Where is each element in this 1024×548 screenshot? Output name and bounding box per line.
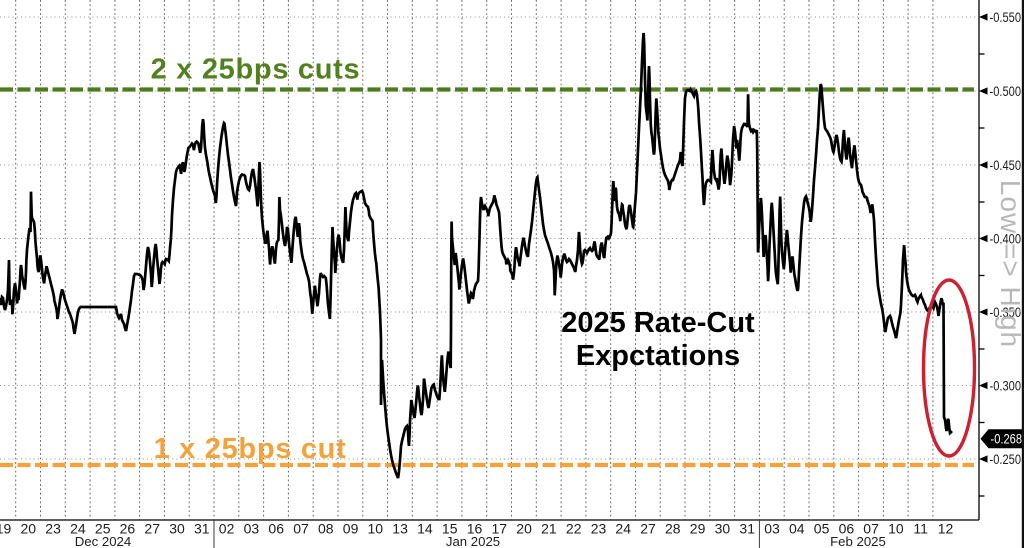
svg-text:03: 03 [764, 521, 780, 537]
svg-text:-0.400: -0.400 [990, 231, 1022, 246]
svg-text:Feb 2025: Feb 2025 [830, 534, 886, 548]
svg-text:19: 19 [0, 521, 11, 537]
svg-text:11: 11 [913, 521, 928, 537]
svg-text:17: 17 [492, 521, 508, 537]
svg-text:20: 20 [516, 521, 532, 537]
svg-text:08: 08 [318, 521, 334, 537]
svg-text:20: 20 [21, 521, 37, 537]
svg-text:12: 12 [938, 521, 954, 537]
svg-text:-0.250: -0.250 [990, 452, 1022, 467]
svg-text:31: 31 [739, 521, 755, 537]
svg-text:04: 04 [789, 521, 805, 537]
svg-text:2025 Rate-Cut: 2025 Rate-Cut [561, 307, 755, 339]
svg-text:26: 26 [120, 521, 136, 537]
svg-text:-0.300: -0.300 [990, 378, 1022, 393]
svg-text:03: 03 [244, 521, 260, 537]
svg-text:02: 02 [219, 521, 235, 537]
svg-text:25: 25 [95, 521, 111, 537]
svg-text:10: 10 [888, 521, 904, 537]
svg-text:-0.268: -0.268 [991, 432, 1023, 447]
svg-text:2 x 25bps cuts: 2 x 25bps cuts [151, 54, 361, 86]
svg-text:07: 07 [293, 521, 309, 537]
svg-text:10: 10 [368, 521, 384, 537]
svg-text:06: 06 [268, 521, 284, 537]
svg-text:22: 22 [566, 521, 582, 537]
svg-text:07: 07 [863, 521, 879, 537]
svg-text:-0.350: -0.350 [990, 305, 1022, 320]
svg-text:29: 29 [690, 521, 706, 537]
svg-text:24: 24 [615, 521, 631, 537]
svg-text:28: 28 [665, 521, 681, 537]
svg-text:Low => High: Low => High [995, 180, 1024, 348]
svg-text:-0.450: -0.450 [990, 158, 1022, 173]
svg-text:13: 13 [392, 521, 408, 537]
svg-text:15: 15 [442, 521, 458, 537]
svg-text:30: 30 [169, 521, 185, 537]
svg-text:-0.550: -0.550 [990, 10, 1022, 25]
svg-text:Jan 2025: Jan 2025 [446, 534, 500, 548]
svg-text:09: 09 [343, 521, 359, 537]
svg-text:05: 05 [814, 521, 830, 537]
svg-text:16: 16 [467, 521, 483, 537]
svg-text:21: 21 [541, 521, 557, 537]
svg-text:24: 24 [70, 521, 86, 537]
svg-text:-0.500: -0.500 [990, 84, 1022, 99]
svg-text:23: 23 [45, 521, 61, 537]
svg-text:23: 23 [591, 521, 607, 537]
svg-text:31: 31 [194, 521, 210, 537]
svg-text:06: 06 [839, 521, 855, 537]
svg-text:27: 27 [144, 521, 160, 537]
svg-text:Dec 2024: Dec 2024 [75, 534, 131, 548]
svg-text:Expctations: Expctations [576, 340, 740, 372]
svg-text:27: 27 [640, 521, 656, 537]
svg-text:14: 14 [417, 521, 433, 537]
svg-text:30: 30 [715, 521, 731, 537]
svg-text:1 x 25bps cut: 1 x 25bps cut [154, 433, 347, 465]
